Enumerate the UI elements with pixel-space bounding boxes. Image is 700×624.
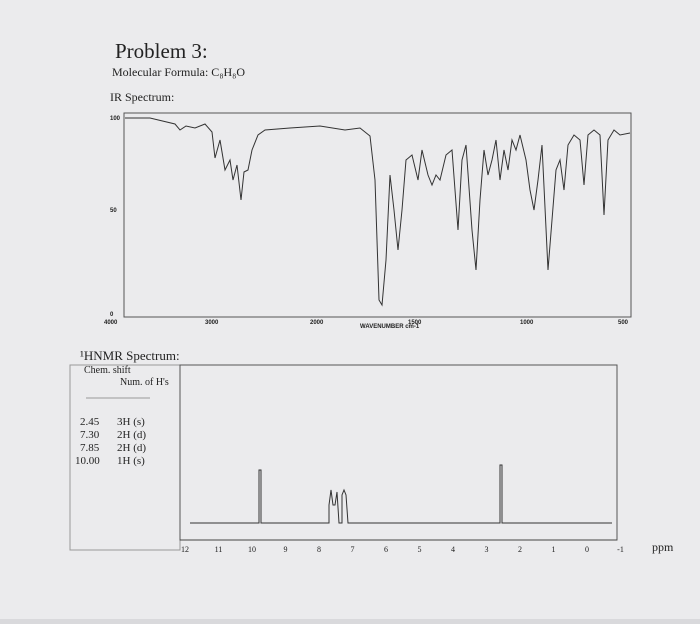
nmr-x-axis: 12 11 10 9 8 7 6 5 4 3 2 1 0 -1 bbox=[181, 545, 624, 554]
table-cell: 1H (s) bbox=[117, 455, 145, 467]
ir-x-label: WAVENUMBER cm-1 bbox=[360, 324, 420, 330]
nmr-x-tick: 1 bbox=[552, 545, 556, 554]
problem-title: Problem 3: bbox=[115, 39, 208, 63]
ir-frame bbox=[123, 112, 632, 318]
nmr-x-label: ppm bbox=[652, 540, 674, 554]
table-cell: 10.00 bbox=[75, 455, 100, 467]
nmr-x-tick: 8 bbox=[317, 545, 321, 554]
ir-trace bbox=[125, 117, 631, 307]
table-cell: 3H (s) bbox=[117, 416, 145, 428]
table-header: Num. of H's bbox=[120, 377, 169, 388]
ir-x-tick: 4000 bbox=[104, 320, 118, 326]
table-cell: 2H (d) bbox=[117, 442, 146, 454]
nmr-title: ¹HNMR Spectrum: bbox=[80, 348, 180, 363]
nmr-x-tick: 9 bbox=[284, 545, 288, 554]
table-cell: 2H (d) bbox=[117, 429, 146, 441]
table-cell: 7.30 bbox=[80, 429, 100, 441]
ir-y-tick: 0 bbox=[110, 312, 114, 318]
ir-y-tick: 100 bbox=[110, 116, 121, 122]
nmr-x-tick: 3 bbox=[485, 545, 489, 554]
ir-x-tick: 500 bbox=[618, 320, 629, 326]
ir-title: IR Spectrum: bbox=[110, 90, 174, 104]
nmr-trace bbox=[190, 464, 612, 524]
ir-x-tick: 2000 bbox=[310, 320, 324, 326]
ir-x-tick: 3000 bbox=[205, 320, 219, 326]
ir-y-axis: 100 50 0 bbox=[110, 116, 121, 318]
nmr-x-tick: 10 bbox=[248, 545, 256, 554]
ir-x-axis: 4000 3000 2000 1500 1000 500 bbox=[104, 320, 629, 326]
nmr-x-tick: 2 bbox=[518, 545, 522, 554]
nmr-x-tick: 0 bbox=[585, 545, 589, 554]
table-cell: 7.85 bbox=[80, 442, 100, 454]
nmr-x-tick: 6 bbox=[384, 545, 388, 554]
nmr-x-tick: 12 bbox=[181, 545, 189, 554]
nmr-x-tick: 5 bbox=[418, 545, 422, 554]
table-cell: 2.45 bbox=[80, 416, 100, 428]
ir-x-tick: 1500 bbox=[408, 320, 422, 326]
nmr-x-tick: -1 bbox=[617, 545, 624, 554]
table-header: Chem. shift bbox=[84, 365, 131, 376]
nmr-x-tick: 4 bbox=[451, 545, 455, 554]
ir-x-tick: 1000 bbox=[520, 320, 534, 326]
formula: Molecular Formula: C₈H₈O bbox=[112, 65, 245, 79]
nmr-x-tick: 11 bbox=[215, 545, 223, 554]
ir-y-tick: 50 bbox=[110, 208, 117, 214]
nmr-x-tick: 7 bbox=[351, 545, 355, 554]
